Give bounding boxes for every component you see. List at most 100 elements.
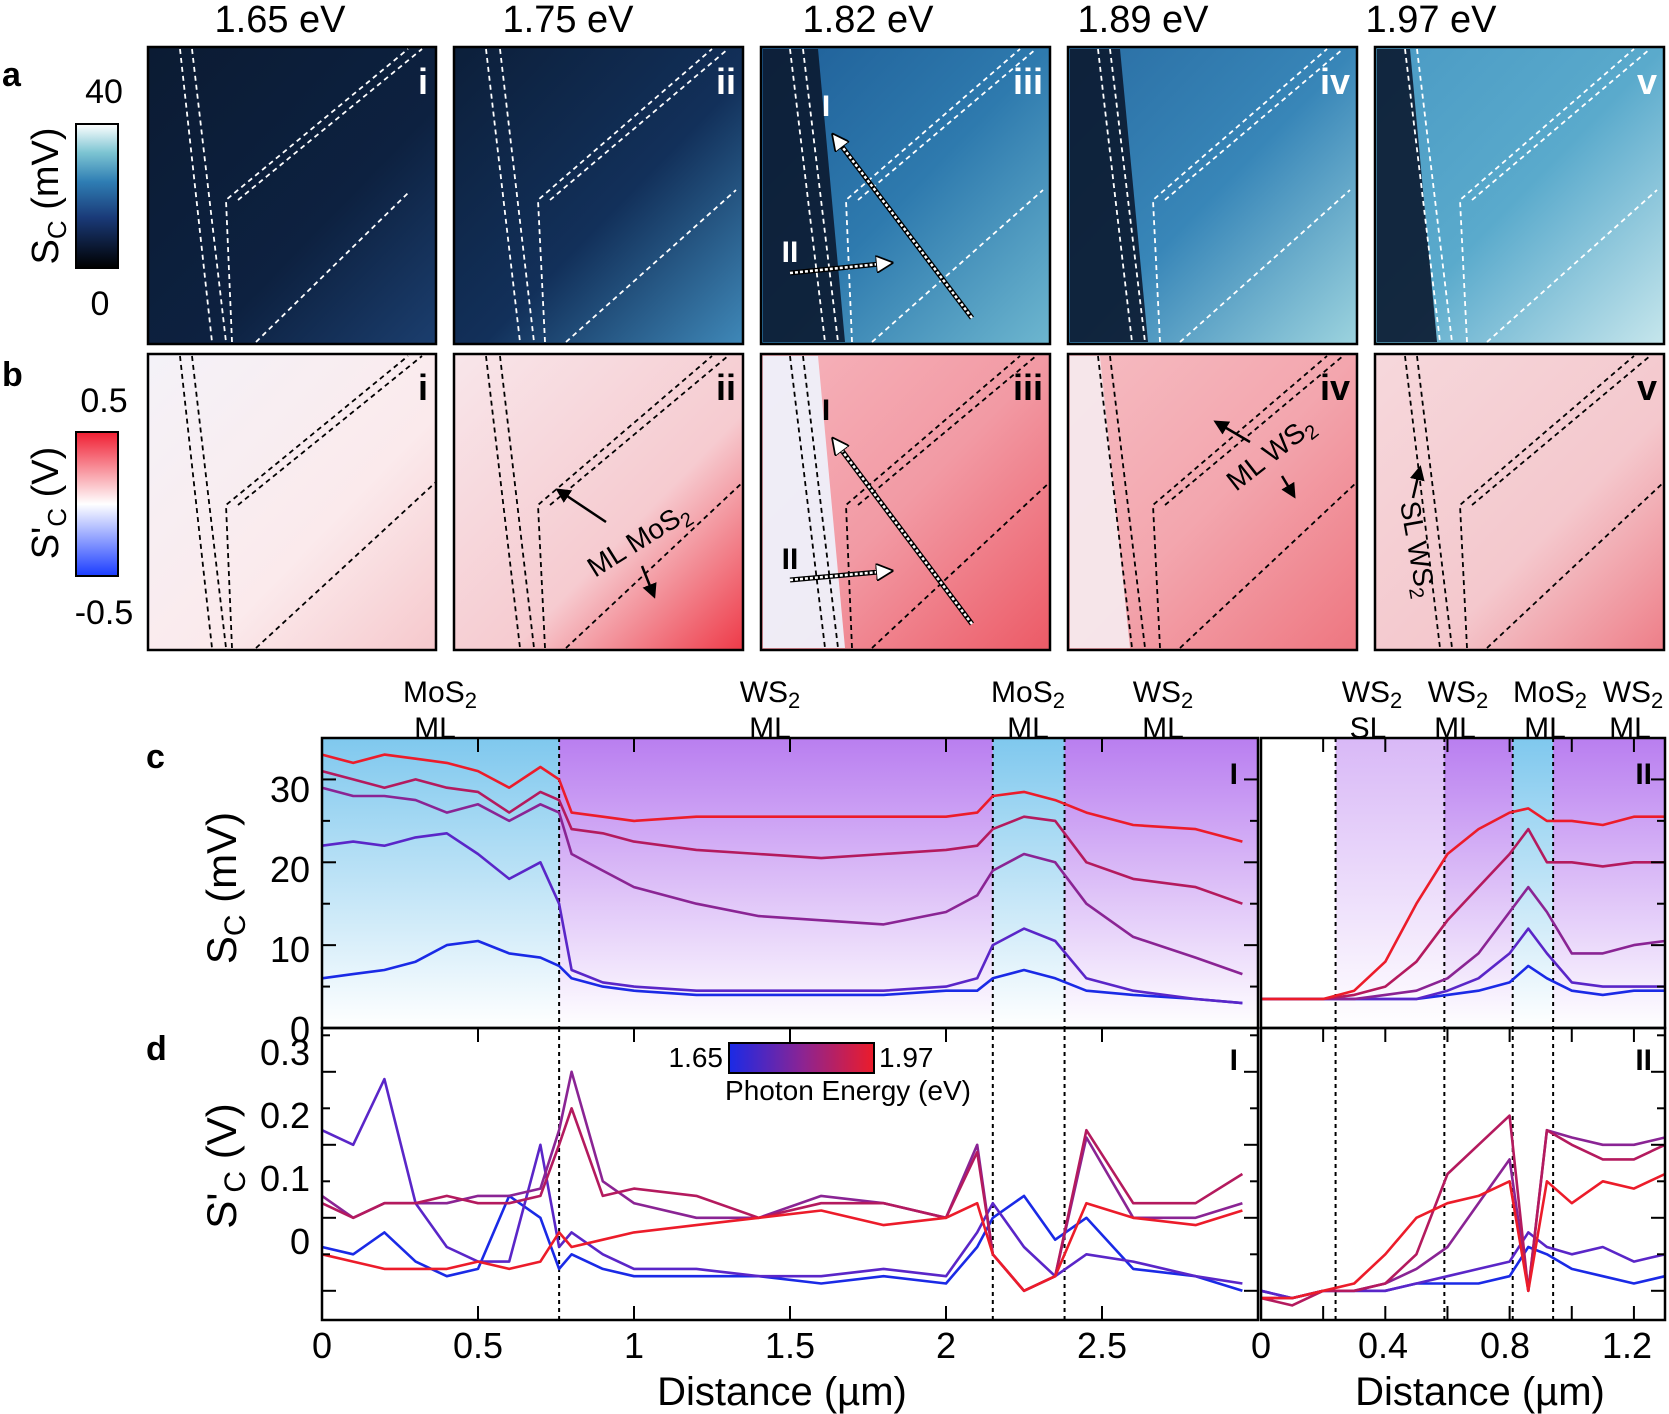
x-axis-label-left: Distance (µm) bbox=[657, 1370, 907, 1414]
map-a-3-label-II: II bbox=[782, 236, 799, 269]
map-b-2-roman: ii bbox=[716, 367, 736, 408]
xtick-left-2: 2 bbox=[936, 1325, 956, 1366]
series-line-d-II-1.72 bbox=[1260, 1231, 1666, 1300]
panel-letter-b: b bbox=[2, 356, 23, 394]
series-line-c-I-1.80 bbox=[321, 786, 1243, 976]
region-left-2-top: WS2 bbox=[740, 676, 801, 713]
region-right-2-top: WS2 bbox=[1428, 676, 1489, 713]
panel-c-ytick-labels: 0 10 20 30 bbox=[270, 769, 310, 1050]
x-axis-label-right: Distance (µm) bbox=[1355, 1370, 1605, 1414]
region-labels: MoS2 ML WS2 ML MoS2 ML WS2 ML WS2 SL WS2… bbox=[403, 676, 1663, 745]
panel-d-tag-II: II bbox=[1635, 1044, 1652, 1077]
series-line-d-II-1.97 bbox=[1261, 1172, 1666, 1300]
map-b-5-roman: v bbox=[1637, 367, 1657, 408]
panel-d-ytick-labels: 0 0.1 0.2 0.3 bbox=[260, 1032, 310, 1262]
xtick-right-08: 0.8 bbox=[1480, 1325, 1530, 1366]
map-a-2: ii bbox=[452, 45, 745, 346]
region-shade-ws2-1 bbox=[559, 738, 993, 1028]
plot-frame-d-II bbox=[1259, 1026, 1667, 1322]
xtick-right-0: 0 bbox=[1251, 1325, 1271, 1366]
region-right-1-top: WS2 bbox=[1342, 676, 1403, 713]
map-b-3-label-II: II bbox=[782, 543, 799, 576]
row-b-ylabel: S'C (V) bbox=[25, 447, 72, 560]
region-left-1-top: MoS2 bbox=[403, 676, 477, 713]
row-a-linecuts: I II bbox=[782, 90, 974, 320]
photon-energy-legend: 1.65 1.97 Photon Energy (eV) bbox=[669, 1042, 971, 1106]
series-line-d-II-1.89 bbox=[1260, 1114, 1666, 1307]
series-line-c-II-1.80 bbox=[1261, 885, 1666, 1001]
row-a-ylabel: SC (mV) bbox=[25, 127, 72, 264]
panel-d-ylabel: S'C (V) bbox=[198, 1103, 252, 1228]
panel-letter-d: d bbox=[146, 1030, 167, 1068]
map-a-5: v bbox=[1373, 45, 1666, 346]
d-ytick-0: 0 bbox=[290, 1221, 310, 1262]
series-line-c-II-1.89 bbox=[1261, 827, 1665, 1001]
c-ytick-20: 20 bbox=[270, 849, 310, 890]
xtick-right-04: 0.4 bbox=[1358, 1325, 1408, 1366]
c-ytick-0: 0 bbox=[290, 1009, 310, 1050]
panel-d-tag-I: I bbox=[1230, 1044, 1238, 1077]
map-a-1-roman: i bbox=[418, 61, 428, 102]
energy-header-3: 1.82 eV bbox=[803, 0, 935, 41]
map-b-4: iv bbox=[1066, 352, 1359, 652]
energy-header-4: 1.89 eV bbox=[1078, 0, 1210, 41]
series-line-d-I-1.97 bbox=[321, 1201, 1243, 1293]
row-a-outlines bbox=[179, 48, 1658, 343]
legend-gradient bbox=[728, 1042, 875, 1074]
map-a-4: iv bbox=[1066, 45, 1359, 346]
region-shade-sl-ws2 bbox=[1335, 738, 1445, 1028]
region-shade-mos2-2 bbox=[992, 738, 1065, 1028]
row-a-colorbar: 40 0 SC (mV) bbox=[25, 73, 123, 323]
panel-letter-c: c bbox=[146, 738, 165, 776]
energy-header-5: 1.97 eV bbox=[1366, 0, 1498, 41]
plot-layer bbox=[320, 736, 1667, 1322]
map-a-2-roman: ii bbox=[716, 61, 736, 102]
series-line-c-II-1.97 bbox=[1261, 807, 1665, 1001]
d-ytick-01: 0.1 bbox=[260, 1158, 310, 1199]
row-b-outlines bbox=[179, 355, 1665, 649]
cbar-a-max: 40 bbox=[85, 73, 123, 111]
xtick-left-0: 0 bbox=[312, 1325, 332, 1366]
panel-c-tag-I: I bbox=[1230, 758, 1238, 791]
c-ytick-10: 10 bbox=[270, 929, 310, 970]
map-b-1-roman: i bbox=[418, 367, 428, 408]
energy-header-1: 1.65 eV bbox=[215, 0, 347, 41]
map-a-3-roman: iii bbox=[1013, 61, 1043, 102]
panel-c-tag-II: II bbox=[1635, 758, 1652, 791]
map-a-5-roman: v bbox=[1637, 61, 1657, 102]
panel-c-ylabel: SC (mV) bbox=[198, 812, 252, 964]
region-left-3-top: MoS2 bbox=[991, 676, 1065, 713]
map-b-1: i bbox=[146, 352, 438, 652]
map-a-4-roman: iv bbox=[1320, 61, 1350, 102]
region-right-3-top: MoS2 bbox=[1513, 676, 1587, 713]
panel-letter-a: a bbox=[2, 56, 22, 94]
c-ytick-30: 30 bbox=[270, 769, 310, 810]
map-a-3-label-I: I bbox=[822, 90, 830, 123]
legend-title: Photon Energy (eV) bbox=[725, 1075, 971, 1106]
legend-min: 1.65 bbox=[669, 1042, 724, 1073]
series-line-c-I-1.65 bbox=[321, 939, 1243, 1005]
energy-headers: 1.65 eV 1.75 eV 1.82 eV 1.89 eV 1.97 eV bbox=[215, 0, 1498, 41]
d-ytick-02: 0.2 bbox=[260, 1095, 310, 1136]
cbar-b-gradient bbox=[75, 431, 119, 577]
map-a-1: i bbox=[146, 45, 438, 346]
legend-max: 1.97 bbox=[879, 1042, 934, 1073]
xtick-left-15: 1.5 bbox=[765, 1325, 815, 1366]
xtick-right-12: 1.2 bbox=[1602, 1325, 1652, 1366]
series-line-c-I-1.97 bbox=[321, 753, 1243, 843]
map-b-3: iii bbox=[759, 352, 1052, 652]
cbar-b-max: 0.5 bbox=[80, 382, 127, 420]
row-b-colorbar: 0.5 -0.5 S'C (V) bbox=[25, 382, 133, 632]
map-b-2: ii bbox=[452, 352, 745, 652]
x-tick-labels-right: 0 0.4 0.8 1.2 bbox=[1251, 1325, 1652, 1366]
region-shade-ml-mos2 bbox=[1512, 738, 1554, 1028]
map-a-3: iii bbox=[759, 45, 1052, 346]
cbar-a-gradient bbox=[75, 123, 119, 269]
series-line-c-I-1.89 bbox=[321, 769, 1243, 905]
region-left-4-top: WS2 bbox=[1133, 676, 1194, 713]
series-line-d-I-1.89 bbox=[321, 1107, 1244, 1293]
map-b-3-label-I: I bbox=[822, 394, 830, 427]
row-b-linecuts: I II bbox=[782, 394, 974, 626]
d-ytick-03: 0.3 bbox=[260, 1032, 310, 1073]
